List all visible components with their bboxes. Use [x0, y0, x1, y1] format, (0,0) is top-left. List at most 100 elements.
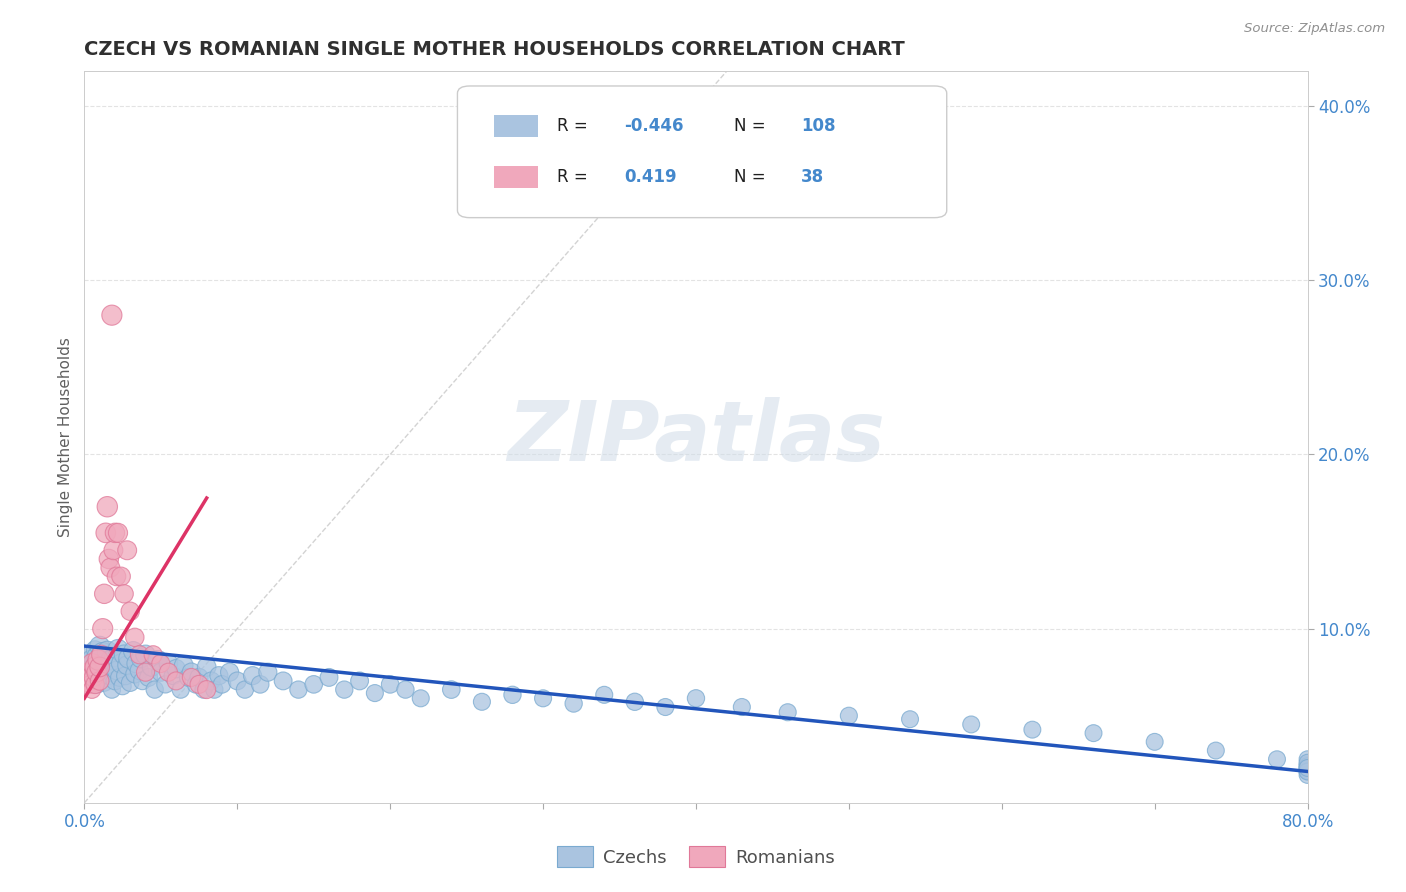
Text: CZECH VS ROMANIAN SINGLE MOTHER HOUSEHOLDS CORRELATION CHART: CZECH VS ROMANIAN SINGLE MOTHER HOUSEHOL…	[84, 39, 905, 59]
Point	[157, 657, 180, 671]
Point	[89, 651, 111, 665]
Point	[193, 682, 215, 697]
Point	[105, 569, 128, 583]
Point	[233, 682, 256, 697]
Point	[208, 668, 231, 682]
Point	[731, 700, 754, 714]
Point	[120, 675, 142, 690]
Y-axis label: Single Mother Households: Single Mother Households	[58, 337, 73, 537]
Point	[471, 695, 494, 709]
Point	[76, 673, 98, 688]
Text: Source: ZipAtlas.com: Source: ZipAtlas.com	[1244, 22, 1385, 36]
Point	[101, 308, 124, 322]
Point	[79, 677, 101, 691]
Point	[105, 664, 128, 678]
Point	[114, 668, 136, 682]
Point	[76, 657, 98, 671]
Point	[184, 677, 207, 691]
Point	[562, 697, 585, 711]
Point	[129, 651, 152, 665]
Point	[318, 670, 340, 684]
Point	[131, 673, 153, 688]
Text: ZIPatlas: ZIPatlas	[508, 397, 884, 477]
Point	[83, 670, 105, 684]
Point	[98, 560, 121, 574]
Point	[93, 675, 115, 690]
Text: R =: R =	[557, 117, 592, 136]
Point	[89, 672, 111, 686]
Point	[394, 682, 416, 697]
Point	[97, 668, 120, 682]
Point	[115, 658, 138, 673]
Point	[101, 682, 124, 697]
Point	[91, 646, 114, 660]
Point	[165, 662, 187, 676]
Point	[110, 657, 132, 671]
Point	[107, 525, 129, 540]
Point	[333, 682, 356, 697]
Point	[143, 682, 166, 697]
Point	[108, 670, 131, 684]
Point	[104, 649, 127, 664]
Point	[242, 668, 264, 682]
Point	[502, 688, 524, 702]
Point	[112, 587, 135, 601]
Point	[107, 642, 129, 657]
Point	[1296, 756, 1319, 770]
Point	[624, 695, 647, 709]
Point	[87, 653, 110, 667]
Point	[1296, 764, 1319, 779]
Point	[124, 631, 146, 645]
Point	[149, 665, 172, 680]
Point	[84, 660, 107, 674]
Point	[271, 673, 294, 688]
Point	[96, 664, 118, 678]
Point	[302, 677, 325, 691]
Point	[195, 660, 218, 674]
Point	[531, 691, 554, 706]
Point	[135, 665, 157, 680]
Point	[1296, 761, 1319, 775]
Point	[128, 648, 150, 662]
Point	[188, 677, 211, 691]
Point	[1083, 726, 1105, 740]
Point	[170, 682, 193, 697]
Text: 108: 108	[801, 117, 835, 136]
Point	[1296, 761, 1319, 775]
Point	[177, 670, 200, 684]
Point	[84, 677, 107, 691]
Point	[257, 665, 280, 680]
Text: N =: N =	[734, 169, 770, 186]
Point	[86, 677, 108, 691]
Point	[98, 653, 121, 667]
Point	[165, 673, 187, 688]
Point	[84, 670, 107, 684]
Point	[94, 655, 117, 669]
Point	[89, 639, 111, 653]
Point	[112, 648, 135, 662]
Point	[1296, 759, 1319, 773]
Point	[180, 665, 202, 680]
Point	[188, 670, 211, 684]
Point	[79, 648, 101, 662]
Point	[122, 644, 145, 658]
Point	[80, 682, 103, 697]
FancyBboxPatch shape	[457, 86, 946, 218]
Point	[364, 686, 387, 700]
Point	[77, 665, 100, 680]
Point	[685, 691, 707, 706]
FancyBboxPatch shape	[494, 115, 538, 137]
Point	[142, 648, 165, 662]
Point	[141, 660, 163, 674]
Point	[104, 673, 127, 688]
Point	[97, 552, 120, 566]
Point	[103, 543, 125, 558]
Point	[94, 525, 117, 540]
Point	[1296, 763, 1319, 777]
Point	[1205, 743, 1227, 757]
Point	[1265, 752, 1288, 766]
Point	[195, 682, 218, 697]
Point	[103, 660, 125, 674]
Point	[1296, 764, 1319, 779]
Point	[1021, 723, 1043, 737]
